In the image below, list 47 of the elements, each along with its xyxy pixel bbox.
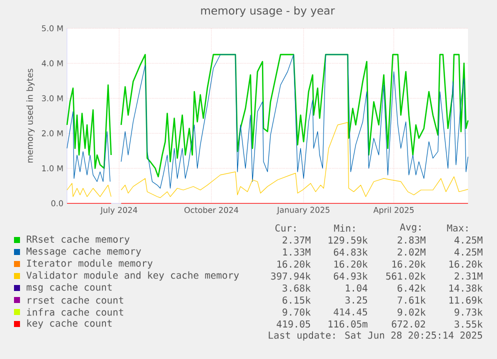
legend-label: Iterator module memory	[27, 259, 153, 269]
text: 6.42k	[398, 284, 426, 292]
legend-label: rrset cache count	[28, 296, 124, 304]
text: 3.55k	[454, 320, 483, 328]
text: 4.25M	[454, 248, 482, 256]
text: 11.69k	[449, 296, 483, 304]
legend-label: infra cache count	[27, 308, 124, 316]
text: 6.15k	[282, 296, 311, 304]
text: 16.20k	[277, 260, 311, 268]
text: 3.68k	[282, 284, 311, 292]
text: 2.83M	[398, 236, 426, 244]
text: 9.70k	[282, 308, 311, 316]
text: 1.33M	[283, 248, 310, 256]
text: 16.20k	[392, 260, 426, 268]
text: 7.61k	[398, 296, 426, 304]
text: 116.05m	[328, 320, 368, 328]
text: 2.37M	[282, 236, 310, 244]
text: 129.59k	[328, 236, 368, 244]
text: 16.20k	[334, 260, 368, 268]
text: 14.38k	[449, 284, 483, 292]
text: Avg:	[400, 223, 420, 233]
text: Max:	[447, 224, 468, 232]
legend-label: key cache count	[27, 319, 112, 329]
text: 9.02k	[398, 308, 426, 316]
y-axis-title: memory used in bytes	[26, 68, 35, 162]
legend-label: msg cache count	[26, 283, 112, 293]
text: 2.31M	[454, 272, 482, 280]
text: 397.94k	[271, 272, 311, 280]
chart-title: memory usage - by year	[201, 6, 335, 17]
legend-label: Message cache memory	[26, 247, 141, 257]
text: 9.73k	[454, 308, 483, 316]
text: 414.45	[334, 308, 368, 316]
text: 64.93k	[334, 272, 368, 280]
text: 419.05	[276, 320, 310, 328]
text: 4.25M	[454, 236, 482, 244]
text: 672.02	[392, 320, 425, 328]
text: 561.02k	[386, 272, 426, 280]
text: 3.25	[345, 296, 368, 304]
text: 2.02M	[398, 248, 426, 256]
text: 1.04	[346, 284, 368, 292]
legend-label: Validator module and key cache memory	[26, 271, 239, 281]
text: 16.20k	[449, 260, 483, 268]
text: Cur:	[275, 224, 296, 232]
text: Min:	[334, 224, 354, 232]
text: Last update: Sat Jun 28 20:25:14 2025	[268, 331, 482, 341]
text: 64.83k	[334, 248, 368, 256]
legend-label: RRset cache memory	[26, 235, 130, 245]
